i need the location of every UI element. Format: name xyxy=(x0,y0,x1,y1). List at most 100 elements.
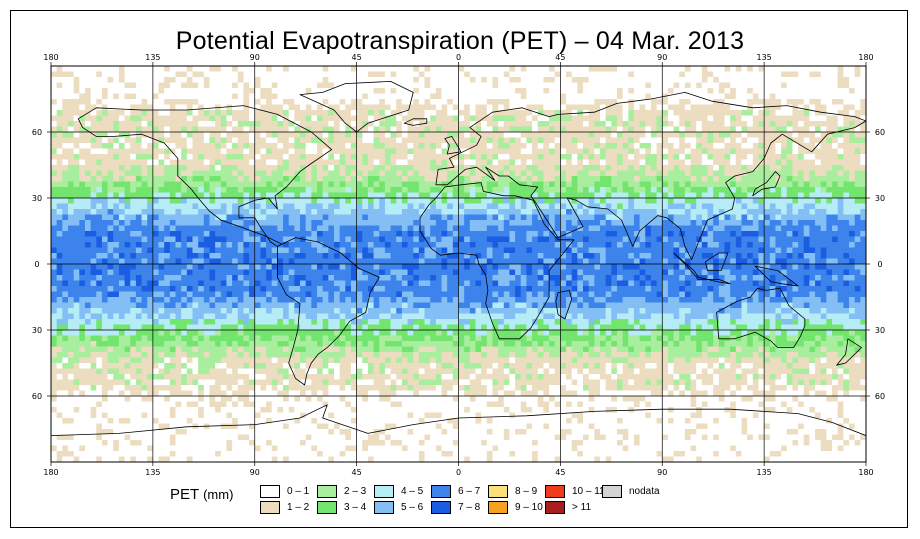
pet-cell xyxy=(758,198,765,204)
pet-cell xyxy=(345,192,352,199)
pet-cell xyxy=(849,159,856,166)
pet-cell xyxy=(594,66,601,72)
pet-cell xyxy=(769,181,776,188)
pet-cell xyxy=(645,176,652,182)
pet-cell xyxy=(792,214,799,221)
pet-cell xyxy=(141,82,148,89)
pet-cell xyxy=(690,220,697,226)
pet-cell xyxy=(328,154,335,160)
pet-cell xyxy=(164,159,171,166)
pet-cell xyxy=(815,192,822,199)
pet-cell xyxy=(435,99,442,105)
pet-cell xyxy=(599,121,607,127)
pet-cell xyxy=(537,165,544,171)
pet-cell xyxy=(735,220,742,226)
pet-cell xyxy=(639,220,646,226)
pet-cell xyxy=(713,236,720,243)
pet-cell xyxy=(645,77,652,83)
pet-cell xyxy=(583,115,590,122)
pet-cell xyxy=(718,143,725,149)
pet-cell xyxy=(135,88,142,94)
pet-cell xyxy=(701,110,708,116)
pet-cell xyxy=(198,231,205,237)
pet-cell xyxy=(611,253,618,259)
pet-cell xyxy=(401,209,408,215)
pet-cell xyxy=(781,121,788,127)
pet-cell xyxy=(690,209,697,215)
pet-cell xyxy=(401,137,408,144)
pet-cell xyxy=(130,225,137,232)
pet-cell xyxy=(203,253,210,259)
pet-cell xyxy=(724,110,731,116)
pet-cell xyxy=(401,110,408,116)
pet-cell xyxy=(181,187,188,193)
pet-cell xyxy=(492,220,499,226)
pet-cell xyxy=(232,203,239,210)
pet-cell xyxy=(379,247,386,254)
pet-cell xyxy=(758,93,765,100)
pet-cell xyxy=(96,159,103,166)
pet-cell xyxy=(317,99,324,105)
pet-cell xyxy=(107,247,114,254)
pet-cell xyxy=(56,198,63,204)
pet-cell xyxy=(169,165,176,171)
pet-cell xyxy=(667,99,674,105)
pet-cell xyxy=(317,137,324,144)
pet-cell xyxy=(254,121,261,127)
pet-cell xyxy=(809,93,816,100)
pet-cell xyxy=(860,242,866,248)
pet-cell xyxy=(611,126,618,133)
pet-cell xyxy=(832,115,839,122)
pet-cell xyxy=(339,71,346,78)
pet-cell xyxy=(554,165,561,171)
pet-cell xyxy=(169,121,176,127)
pet-cell xyxy=(73,148,80,155)
pet-cell xyxy=(243,203,250,210)
pet-cell xyxy=(311,236,318,243)
pet-cell xyxy=(73,247,80,254)
pet-cell xyxy=(384,220,391,226)
pet-cell xyxy=(79,209,86,215)
pet-cell xyxy=(724,137,731,144)
pet-cell xyxy=(481,253,488,259)
pet-cell xyxy=(549,121,556,127)
pet-cell xyxy=(345,137,352,144)
pet-cell xyxy=(464,242,471,248)
pet-cell xyxy=(226,236,233,243)
pet-cell xyxy=(469,170,476,177)
pet-cell xyxy=(832,99,839,105)
pet-cell xyxy=(554,176,561,182)
pet-cell xyxy=(684,71,691,78)
pet-cell xyxy=(254,203,261,210)
pet-cell xyxy=(679,93,686,100)
pet-cell xyxy=(662,247,669,254)
pet-cell xyxy=(367,165,374,171)
pet-cell xyxy=(486,176,493,182)
pet-cell xyxy=(192,170,199,177)
pet-cell xyxy=(401,165,408,171)
pet-cell xyxy=(515,192,522,199)
pet-cell xyxy=(164,66,171,72)
pet-cell xyxy=(317,88,324,94)
pet-cell xyxy=(435,209,442,215)
pet-cell xyxy=(724,154,731,160)
pet-cell xyxy=(475,170,482,177)
pet-cell xyxy=(96,170,103,177)
pet-cell xyxy=(186,93,193,100)
pet-cell xyxy=(475,71,482,78)
pet-cell xyxy=(515,253,522,259)
pet-cell xyxy=(798,110,805,116)
pet-cell xyxy=(345,143,352,149)
pet-cell xyxy=(650,132,657,138)
pet-cell xyxy=(475,209,482,215)
pet-cell xyxy=(164,148,171,155)
pet-cell xyxy=(186,132,193,138)
pet-cell xyxy=(543,214,550,221)
pet-cell xyxy=(56,137,63,144)
pet-cell xyxy=(141,192,148,199)
pet-cell xyxy=(639,137,646,144)
pet-cell xyxy=(379,110,386,116)
pet-cell xyxy=(311,66,318,72)
pet-cell xyxy=(56,126,63,133)
